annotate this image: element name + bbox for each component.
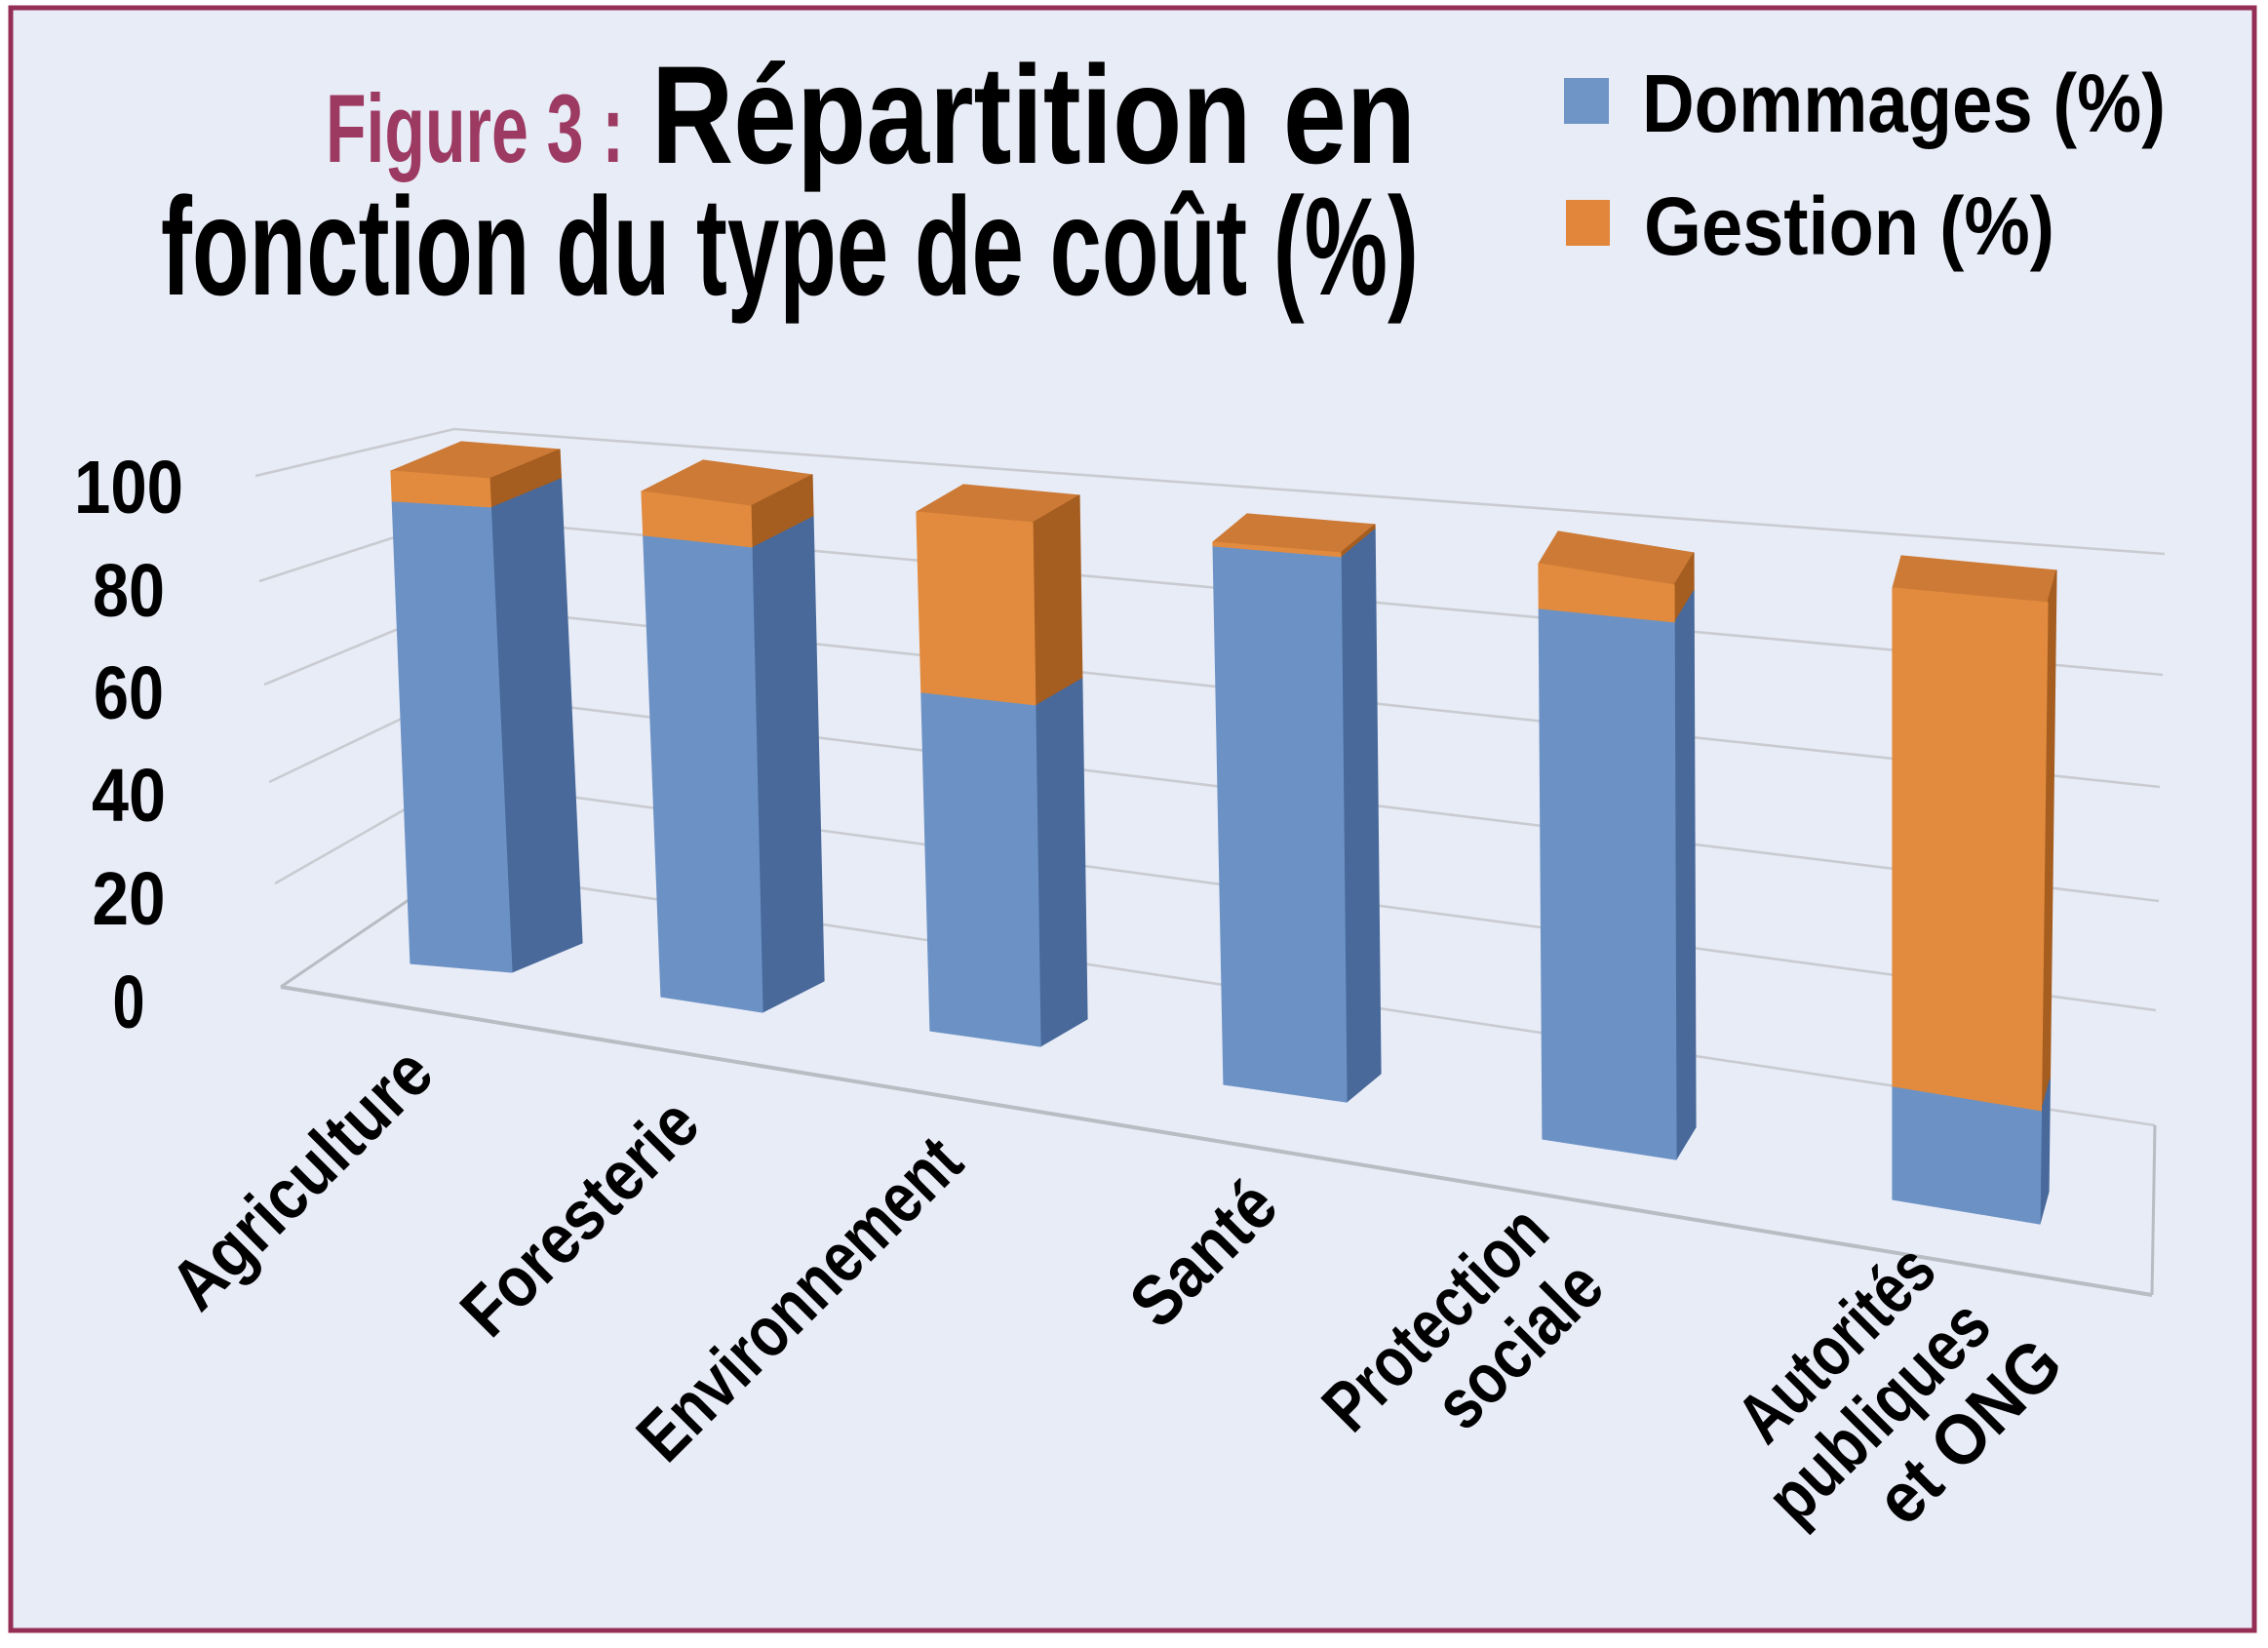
svg-text:0: 0: [113, 961, 145, 1044]
svg-text:Répartition en: Répartition en: [651, 38, 1416, 193]
svg-text:80: 80: [93, 549, 165, 633]
svg-text:100: 100: [74, 446, 183, 530]
svg-text:Gestion (%): Gestion (%): [1644, 180, 2054, 272]
svg-text:40: 40: [92, 754, 166, 838]
svg-text:60: 60: [94, 651, 164, 735]
svg-text:Dommages (%): Dommages (%): [1642, 58, 2166, 149]
svg-text:fonction du type de coût (%): fonction du type de coût (%): [161, 170, 1419, 325]
svg-text:Figure 3 :: Figure 3 :: [326, 74, 624, 182]
svg-text:20: 20: [93, 857, 166, 941]
